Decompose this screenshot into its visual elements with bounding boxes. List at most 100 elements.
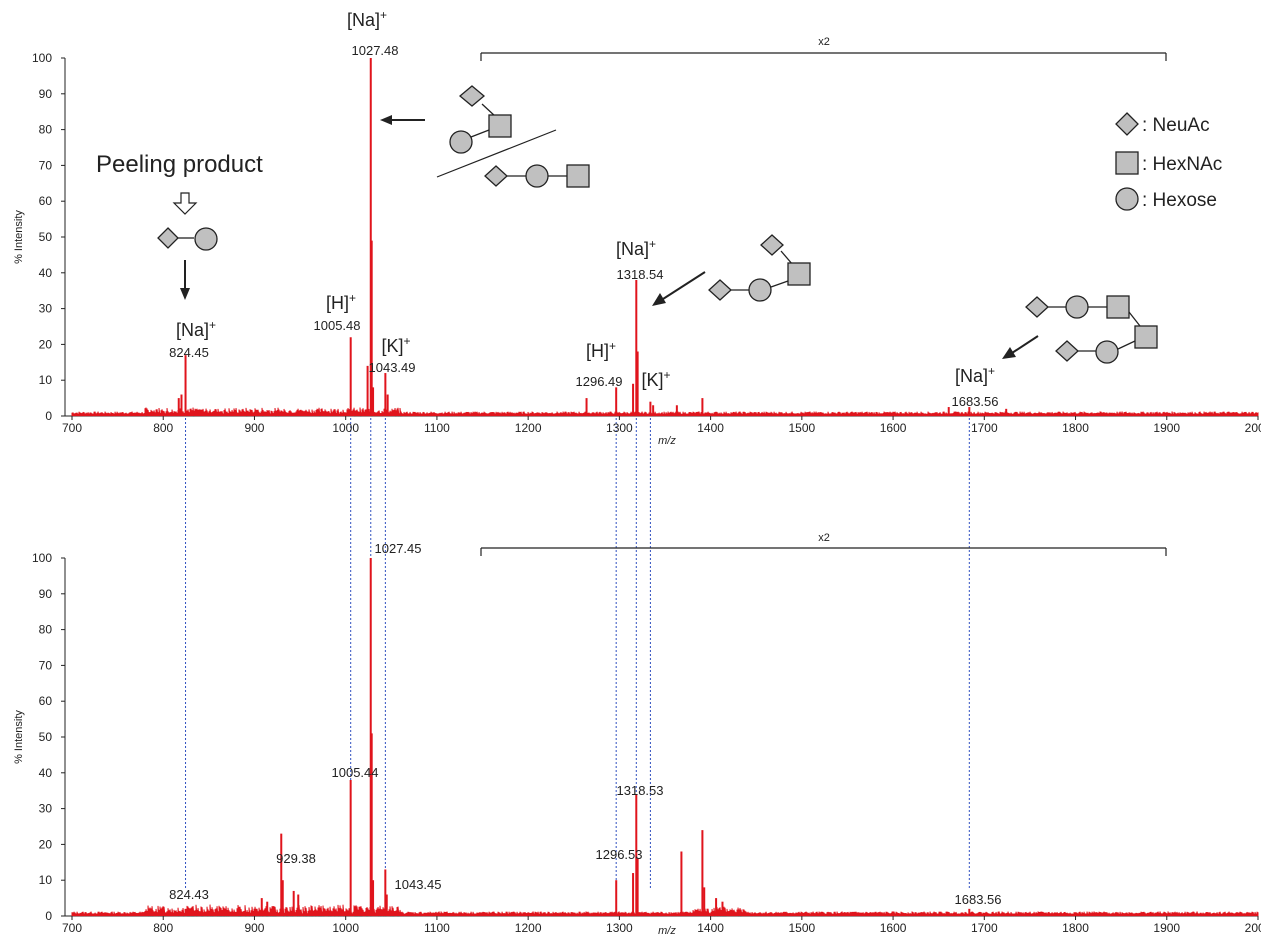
peak-label-bottom-1683: 1683.56 [955,892,1002,907]
diamond-icon [1055,340,1079,362]
arrow-icon [1002,347,1016,359]
glycan-structure-1027 [380,85,590,188]
guide-lines [185,418,970,890]
x-tick-label: 1600 [880,921,907,935]
top-peaks [177,58,1008,416]
y-tick-label: 90 [39,87,53,101]
y-tick-label: 80 [39,623,53,637]
x-tick-label: 1300 [606,921,633,935]
x-tick-label: 1700 [971,421,998,435]
y-tick-label: 70 [39,158,53,172]
square-icon [1106,295,1130,319]
diamond-icon [484,165,508,187]
square-icon [566,164,590,188]
x-tick-label: 1500 [788,921,815,935]
peeling-annotation: Peeling product [96,151,263,300]
peak-label-1027: 1027.48 [352,43,399,58]
y-tick-label: 40 [39,266,53,280]
arrow-icon [652,293,666,306]
y-tick-label: 60 [39,194,53,208]
y-tick-label: 30 [39,802,53,816]
ion-label-1027-na: [Na]+ [347,8,387,30]
diamond-icon [1025,296,1049,318]
y-tick-label: 0 [45,409,52,423]
top-peak-labels: [Na]+ 824.45 [H]+ 1005.48 [Na]+ 1027.48 … [169,8,998,409]
bottom-scale-bar: x2 [480,532,1167,556]
diamond-icon [157,227,179,249]
ion-label-1005-h: [H]+ [326,291,356,313]
x-tick-label: 1800 [1062,921,1089,935]
x-tick-label: 900 [244,421,264,435]
x-tick-label: 1100 [424,421,450,435]
square-icon [488,114,512,138]
x-tick-label: 700 [62,421,82,435]
peak-label-1683: 1683.56 [952,394,999,409]
diamond-icon [458,85,486,107]
top-spectrum-trace [71,407,1259,417]
top-spectrum-panel: % Intensity m/z 700 800 900 1000 1100 1200 130… [13,36,1261,447]
x-tick-label: 1600 [880,421,907,435]
diamond-icon [760,234,784,256]
x-tick-label: 1900 [1153,421,1180,435]
x-tick-label: 1800 [1062,421,1089,435]
y-tick-label: 10 [39,873,53,887]
circle-icon [194,227,218,251]
y-tick-label: 20 [39,337,53,351]
x-tick-label: 800 [153,921,173,935]
legend-neuac: : NeuAc [1142,115,1210,136]
glycan-structure-1683 [1002,295,1158,364]
x-tick-label: 1400 [697,421,724,435]
diamond-icon [1115,112,1139,136]
top-scale-label: x2 [818,36,830,48]
y-tick-label: 60 [39,694,53,708]
x-tick-label: 1000 [332,421,359,435]
separator-line [436,129,557,178]
circle-icon [1065,295,1089,319]
top-y-axis-label: % Intensity [13,210,25,264]
x-tick-label: 1300 [606,421,633,435]
arrow-down-icon [180,288,190,300]
peak-label-1318: 1318.54 [617,267,664,282]
y-tick-label: 80 [39,123,53,137]
legend-hexnac: : HexNAc [1142,154,1222,175]
x-tick-label: 800 [153,421,173,435]
x-tick-label: 2000 [1245,921,1261,935]
y-tick-label: 0 [45,909,52,923]
peak-label-1043: 1043.49 [369,360,416,375]
bottom-ticks: 700 800 900 1000 1100 1200 1300 1400 1500 1600 170… [32,551,1261,935]
ion-label-1334-k: [K]+ [641,368,670,390]
top-scale-bar: x2 [480,36,1167,61]
x-tick-label: 1500 [788,421,815,435]
ion-label-1043-k: [K]+ [381,334,410,356]
y-tick-label: 50 [39,230,53,244]
ion-label-1318-na: [Na]+ [616,237,656,259]
peak-label-1296: 1296.49 [576,374,623,389]
square-icon [787,262,811,286]
peak-label-bottom-824: 824.43 [169,887,209,902]
y-tick-label: 50 [39,730,53,744]
peak-label-bottom-1318: 1318.53 [617,783,664,798]
x-tick-label: 1700 [971,921,998,935]
circle-icon [1115,187,1139,211]
top-x-axis-label: m/z [658,435,676,447]
bottom-scale-label: x2 [818,532,830,544]
arrow-left-icon [380,115,392,125]
x-tick-label: 700 [62,921,82,935]
y-tick-label: 100 [32,551,52,565]
x-tick-label: 1900 [1153,921,1180,935]
x-tick-label: 2000 [1245,421,1261,435]
circle-icon [1095,340,1119,364]
legend-hexose: : Hexose [1142,190,1217,211]
peak-label-824: 824.45 [169,345,209,360]
peak-label-bottom-929: 929.38 [276,851,316,866]
glycan-structure-1318 [652,234,811,306]
y-tick-label: 70 [39,658,53,672]
x-tick-label: 1400 [697,921,724,935]
ion-label-1296-h: [H]+ [586,339,616,361]
x-tick-label: 1000 [332,921,359,935]
ion-label-824-na: [Na]+ [176,318,216,340]
open-arrow-icon [172,192,198,215]
circle-icon [525,164,549,188]
y-tick-label: 100 [32,51,52,65]
